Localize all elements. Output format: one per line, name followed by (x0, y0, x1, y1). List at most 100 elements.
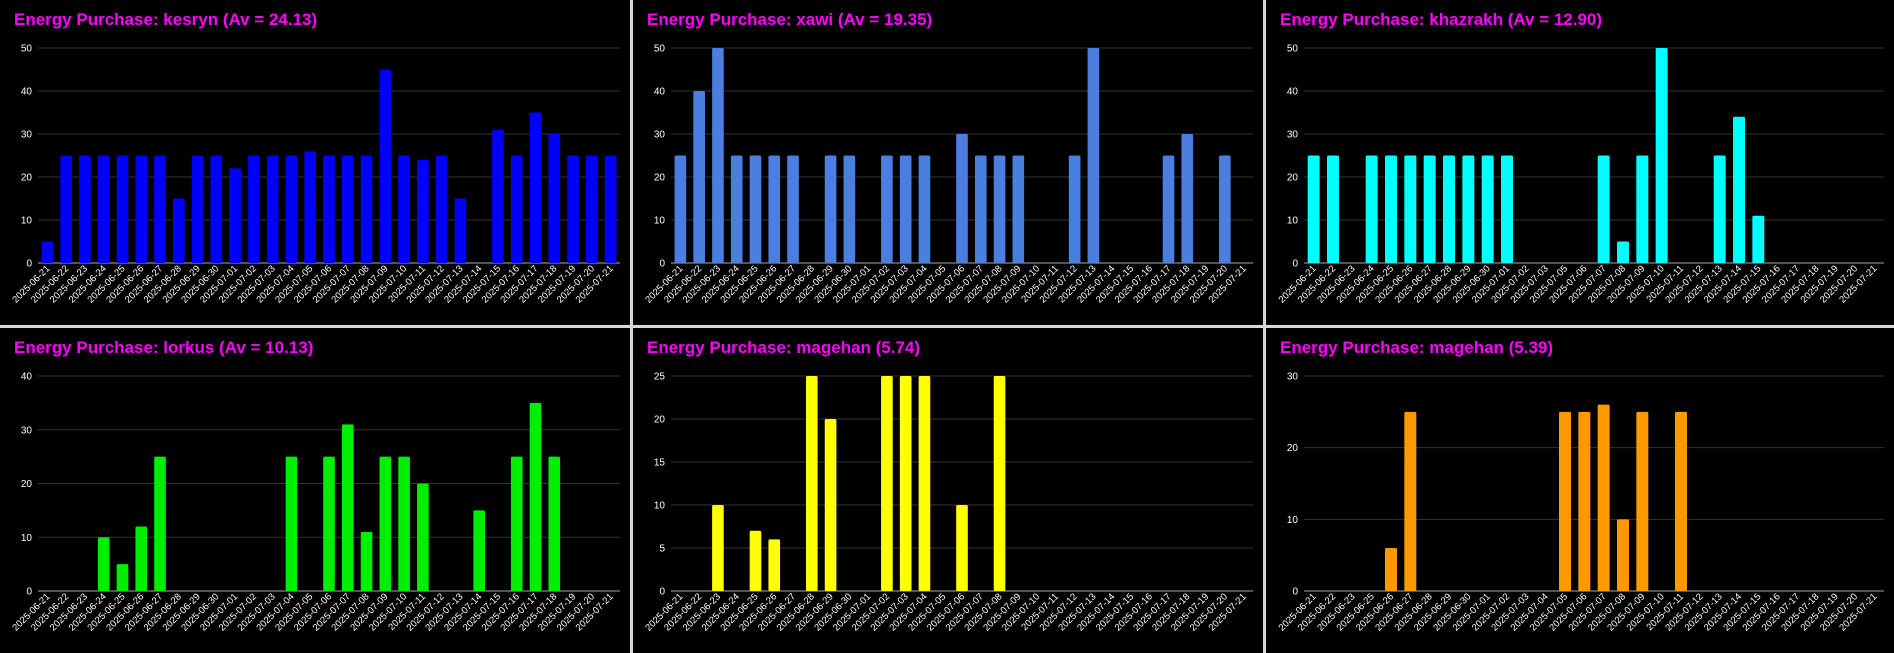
bar (1617, 241, 1629, 263)
bar (473, 510, 486, 591)
bar (398, 155, 410, 263)
chart-panel-lorkus: Energy Purchase: lorkus (Av = 10.13) 0 10… (0, 328, 630, 653)
bar (749, 155, 762, 263)
bar (116, 155, 129, 263)
y-tick-label: 0 (26, 259, 32, 270)
bar (417, 159, 429, 263)
bar (1636, 411, 1649, 591)
chart-title: Energy Purchase: xawi (Av = 19.35) (647, 10, 933, 29)
bar (805, 376, 818, 591)
y-tick-label: 40 (21, 87, 33, 98)
bar (285, 155, 298, 263)
chart-title: Energy Purchase: lorkus (Av = 10.13) (14, 338, 314, 357)
bar (1597, 404, 1610, 591)
y-tick-label: 20 (21, 173, 33, 184)
y-tick-label: 0 (26, 587, 32, 598)
bar-chart: 05101520252025-06-212025-06-222025-06-23… (643, 372, 1253, 633)
chart-panel-magehan-b: Energy Purchase: magehan (5.39) 0 10 20 30 2… (1266, 328, 1894, 653)
bar (510, 456, 523, 591)
bar (1752, 215, 1765, 263)
y-tick-label: 10 (654, 216, 666, 227)
bar (1012, 155, 1025, 263)
y-tick-label: 30 (1287, 130, 1299, 141)
bar (1385, 548, 1397, 591)
bar (1713, 155, 1726, 263)
bar (529, 112, 542, 263)
chart-title: Energy Purchase: kesryn (Av = 24.13) (14, 10, 318, 29)
bar (674, 155, 687, 263)
y-tick-label: 40 (21, 372, 33, 383)
bar (304, 151, 317, 263)
y-tick-label: 30 (1287, 372, 1299, 383)
y-tick-label: 50 (1287, 44, 1299, 55)
bar (379, 456, 392, 591)
bar (341, 155, 354, 263)
bar (918, 376, 931, 591)
bar (285, 456, 298, 591)
bar-chart: 010203040502025-06-212025-06-222025-06-2… (643, 44, 1253, 305)
bar (1219, 155, 1231, 263)
bar (548, 134, 561, 263)
bar (730, 155, 743, 263)
bar (435, 155, 448, 263)
bar (1675, 411, 1687, 591)
bar (154, 456, 166, 591)
bar (749, 530, 762, 591)
y-tick-label: 10 (1287, 515, 1299, 526)
y-tick-label: 30 (654, 130, 666, 141)
bar (79, 155, 91, 263)
y-tick-label: 0 (1292, 259, 1298, 270)
y-tick-label: 0 (659, 259, 665, 270)
bar (379, 69, 392, 263)
bar (712, 505, 724, 591)
bar (843, 155, 856, 263)
bar (993, 376, 1006, 591)
bar (1443, 155, 1455, 263)
y-tick-label: 50 (654, 44, 666, 55)
bar-chart: 010203040502025-06-212025-06-222025-06-2… (1277, 44, 1884, 305)
y-tick-label: 5 (659, 544, 665, 555)
bar (97, 155, 110, 263)
bar-chart: 01020302025-06-212025-06-222025-06-23202… (1277, 372, 1884, 633)
bar (1404, 155, 1417, 263)
bar (768, 155, 781, 263)
y-tick-label: 15 (654, 458, 666, 469)
bar (956, 134, 968, 263)
bar (529, 402, 542, 591)
bar (1597, 155, 1610, 263)
bar (116, 564, 129, 591)
y-tick-label: 0 (659, 587, 665, 598)
y-tick-label: 25 (654, 372, 666, 383)
bar (604, 155, 617, 263)
bar (191, 155, 204, 263)
bar (1655, 48, 1668, 263)
bar (881, 376, 893, 591)
bar (1559, 411, 1571, 591)
bar (135, 526, 148, 591)
bar (492, 129, 504, 263)
bar (586, 155, 598, 263)
bar (1423, 155, 1436, 263)
bar (1365, 155, 1378, 263)
bar (454, 198, 467, 263)
bar-chart: 0102030402025-06-212025-06-222025-06-232… (10, 372, 620, 633)
bar (1162, 155, 1175, 263)
y-tick-label: 30 (21, 425, 33, 436)
y-tick-label: 10 (654, 501, 666, 512)
bar (323, 155, 335, 263)
y-tick-label: 0 (1292, 587, 1298, 598)
bar (1462, 155, 1475, 263)
chart-title: Energy Purchase: magehan (5.39) (1280, 338, 1554, 357)
bar-chart: 010203040502025-06-212025-06-222025-06-2… (10, 44, 620, 305)
bar (956, 505, 968, 591)
bar (135, 155, 148, 263)
bar (787, 155, 799, 263)
bar (1181, 134, 1194, 263)
chart-panel-kesryn: Energy Purchase: kesryn (Av = 24.13) 0 10… (0, 0, 630, 325)
bar (567, 155, 579, 263)
y-tick-label: 20 (1287, 173, 1299, 184)
bar (1087, 48, 1100, 263)
bar (510, 155, 523, 263)
bar (974, 155, 987, 263)
